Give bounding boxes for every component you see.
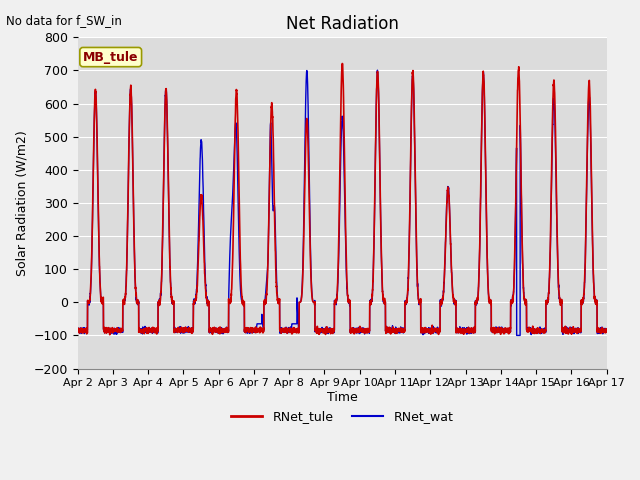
X-axis label: Time: Time	[327, 391, 358, 404]
Title: Net Radiation: Net Radiation	[285, 15, 399, 33]
Y-axis label: Solar Radiation (W/m2): Solar Radiation (W/m2)	[15, 130, 28, 276]
Text: No data for f_SW_in: No data for f_SW_in	[6, 14, 122, 27]
Text: MB_tule: MB_tule	[83, 50, 138, 63]
Legend: RNet_tule, RNet_wat: RNet_tule, RNet_wat	[226, 406, 458, 429]
